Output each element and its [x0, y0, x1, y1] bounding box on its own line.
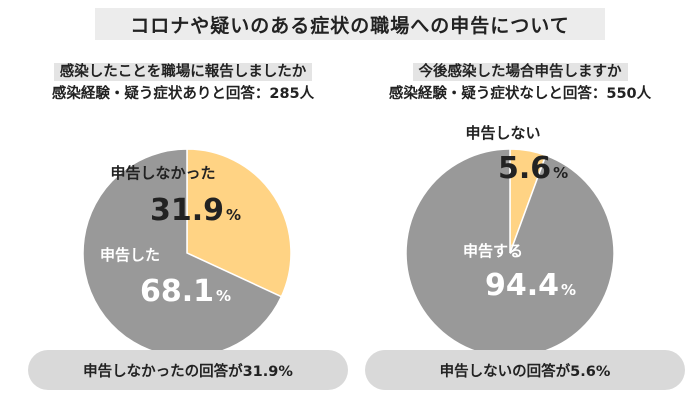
pie-subtitle: 感染経験・疑う症状ありと回答：285人 — [51, 86, 315, 102]
pie-panel-future: 今後感染した場合申告しますか 感染経験・疑う症状なしと回答：550人 申告しない… — [355, 60, 685, 410]
slice-label: 申告しなかった — [110, 164, 215, 182]
pie-chart-future: 申告しない 5.6 % 申告する 94.4% — [405, 124, 615, 358]
pie-question: 感染したことを職場に報告しましたか — [18, 60, 348, 81]
summary-pill: 申告しなかったの回答が31.9% — [28, 350, 348, 390]
pie-subtitle: 感染経験・疑う症状なしと回答：550人 — [388, 86, 652, 102]
slice-value-label: 5.6% — [498, 151, 568, 186]
pie-panel-reported: 感染したことを職場に報告しましたか 感染経験・疑う症状ありと回答：285人 申告… — [18, 60, 348, 410]
slice-value-label: 31.9% — [150, 193, 241, 228]
slice-label: 申告した — [100, 246, 160, 264]
chart-title: コロナや疑いのある症状の職場への申告について — [95, 8, 605, 40]
pie-question-text: 感染したことを職場に報告しましたか — [53, 63, 313, 81]
pie-question: 今後感染した場合申告しますか — [355, 60, 685, 81]
slice-value-label: 94.4% — [485, 268, 576, 303]
pie-slice-highlight — [186, 148, 292, 298]
slice-value-label: 68.1% — [140, 274, 231, 309]
slice-label: 申告する — [463, 242, 523, 260]
pie-question-text: 今後感染した場合申告しますか — [412, 63, 628, 81]
pie-chart-reported: 申告しなかった 31.9 % 申告した 68.1% — [82, 148, 292, 358]
slice-label: 申告しない — [465, 124, 540, 142]
pie-slice-main — [82, 148, 283, 358]
summary-pill: 申告しないの回答が5.6% — [365, 350, 685, 390]
